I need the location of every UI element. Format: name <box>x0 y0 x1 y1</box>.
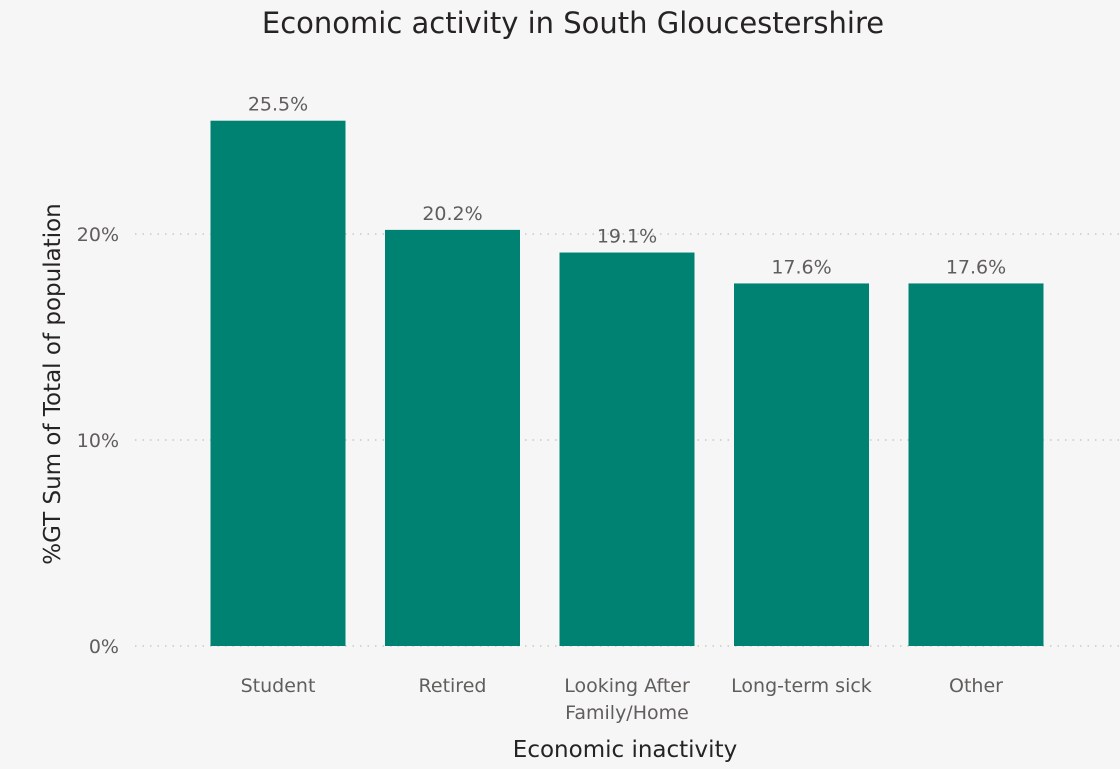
bar[interactable] <box>734 283 869 646</box>
x-axis-categories: Student Retired Looking After Family/Home Lo… <box>241 675 1004 724</box>
chart-title: Economic activity in South Gloucestershi… <box>262 6 884 40</box>
data-label: 19.1% <box>597 226 657 248</box>
y-tick-label: 20% <box>77 224 119 246</box>
data-label: 17.6% <box>946 256 1006 278</box>
x-category-label: Family/Home <box>565 702 689 724</box>
x-category-label: Long-term sick <box>731 675 872 697</box>
data-label: 17.6% <box>771 256 831 278</box>
x-axis-title: Economic inactivity <box>513 737 737 763</box>
data-label: 25.5% <box>248 94 308 116</box>
x-category-label: Looking After <box>564 675 690 697</box>
data-label: 20.2% <box>422 203 482 225</box>
y-axis-title: %GT Sum of Total of population <box>40 203 66 565</box>
bar[interactable] <box>385 229 520 646</box>
x-category-label: Retired <box>419 675 487 697</box>
y-tick-label: 10% <box>77 430 119 452</box>
y-axis-ticks: 0% 10% 20% <box>77 224 119 658</box>
bar[interactable] <box>559 252 695 647</box>
bars <box>210 120 1044 647</box>
y-tick-label: 0% <box>89 636 119 658</box>
x-category-label: Other <box>949 675 1003 697</box>
x-category-label: Student <box>241 675 316 697</box>
bar[interactable] <box>908 283 1044 646</box>
bar[interactable] <box>210 120 346 646</box>
data-labels: 25.5% 20.2% 19.1% 17.6% 17.6% <box>248 94 1006 279</box>
